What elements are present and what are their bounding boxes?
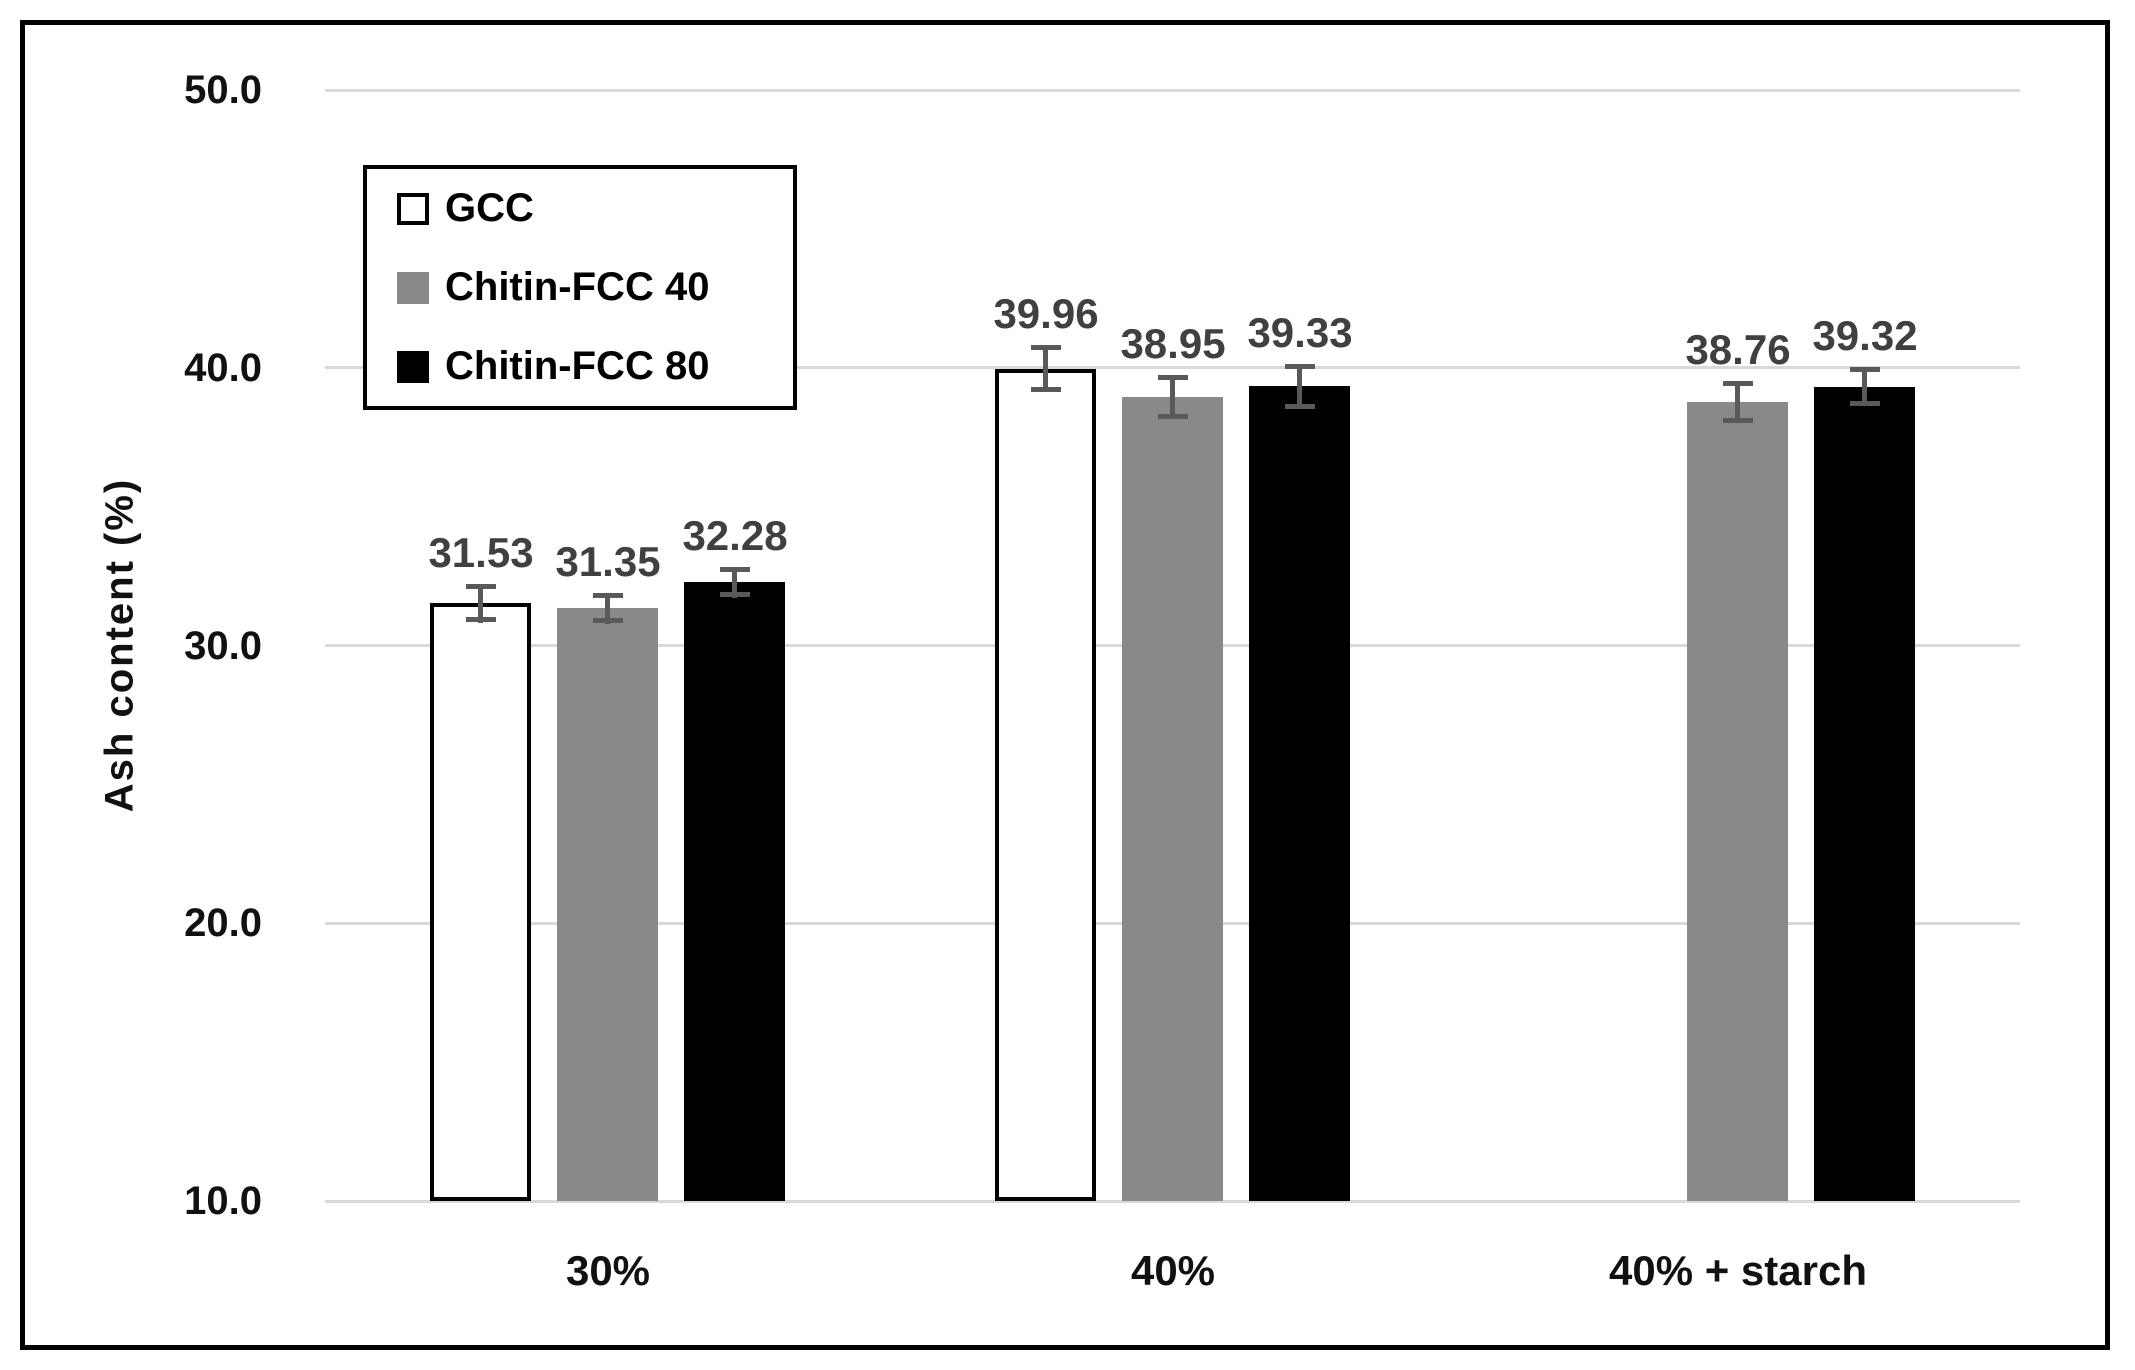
data-label: 39.96 xyxy=(993,290,1099,337)
error-bar-cap-bottom xyxy=(593,618,623,623)
bar-chitin-fcc-80-40-starch xyxy=(1814,387,1915,1201)
gridline xyxy=(325,89,2020,92)
error-bar-stem xyxy=(1862,367,1867,406)
error-bar-cap-top xyxy=(1158,375,1188,380)
bar-gcc-40- xyxy=(995,369,1096,1201)
y-axis-tick-label: 50.0 xyxy=(184,68,262,112)
y-axis-tick-label: 20.0 xyxy=(184,901,262,945)
error-bar-cap-top xyxy=(1850,367,1880,372)
y-axis-tick-label: 30.0 xyxy=(184,624,262,668)
data-label: 32.28 xyxy=(682,512,788,559)
error-bar-cap-top xyxy=(1723,381,1753,386)
error-bar-cap-bottom xyxy=(1285,404,1315,409)
bar-gcc-30- xyxy=(430,603,531,1201)
error-bar-cap-top xyxy=(593,593,623,598)
data-label: 31.53 xyxy=(428,529,534,576)
error-bar-stem xyxy=(1297,364,1302,408)
data-label: 39.32 xyxy=(1812,312,1918,359)
error-bar-cap-bottom xyxy=(466,617,496,622)
legend-item: GCC xyxy=(397,169,793,248)
legend-swatch-icon xyxy=(397,350,429,383)
bar-chitin-fcc-40-40- xyxy=(1122,397,1223,1201)
data-label: 39.33 xyxy=(1247,309,1353,356)
legend-item: Chitin-FCC 80 xyxy=(397,327,793,406)
data-label: 38.76 xyxy=(1685,326,1791,373)
error-bar-stem xyxy=(732,567,737,598)
error-bar-cap-bottom xyxy=(1158,414,1188,419)
error-bar-cap-bottom xyxy=(1850,401,1880,406)
legend-label: Chitin-FCC 80 xyxy=(445,344,710,388)
data-label: 38.95 xyxy=(1120,320,1226,367)
legend-label: Chitin-FCC 40 xyxy=(445,265,710,309)
gridline xyxy=(325,1200,2020,1203)
error-bar-cap-top xyxy=(1031,345,1061,350)
legend-item: Chitin-FCC 40 xyxy=(397,248,793,327)
error-bar-stem xyxy=(1170,375,1175,419)
bar-chitin-fcc-80-30- xyxy=(684,582,785,1201)
bar-chitin-fcc-80-40- xyxy=(1249,386,1350,1201)
error-bar-cap-bottom xyxy=(1031,387,1061,392)
gridline xyxy=(325,366,2020,369)
error-bar-stem xyxy=(478,584,483,623)
error-bar-stem xyxy=(605,593,610,624)
bar-chitin-fcc-40-40-starch xyxy=(1687,402,1788,1201)
error-bar-stem xyxy=(1735,381,1740,423)
x-category-label: 30% xyxy=(565,1247,651,1294)
error-bar-stem xyxy=(1043,345,1048,392)
y-axis-tick-label: 40.0 xyxy=(184,346,262,390)
error-bar-cap-top xyxy=(720,567,750,572)
error-bar-cap-top xyxy=(466,584,496,589)
legend-swatch-icon xyxy=(397,271,429,304)
y-axis-tick-label: 10.0 xyxy=(184,1179,262,1223)
error-bar-cap-bottom xyxy=(1723,418,1753,423)
error-bar-cap-top xyxy=(1285,364,1315,369)
error-bar-cap-bottom xyxy=(720,592,750,597)
legend-swatch-icon xyxy=(397,192,429,225)
y-axis-title: Ash content (%) xyxy=(97,477,142,813)
legend-label: GCC xyxy=(445,186,534,230)
data-label: 31.35 xyxy=(555,538,661,585)
x-category-label: 40% + starch xyxy=(1609,1247,1867,1294)
legend: GCC Chitin-FCC 40 Chitin-FCC 80 xyxy=(363,165,797,410)
x-category-label: 40% xyxy=(1130,1247,1216,1294)
bar-chitin-fcc-40-30- xyxy=(557,608,658,1201)
